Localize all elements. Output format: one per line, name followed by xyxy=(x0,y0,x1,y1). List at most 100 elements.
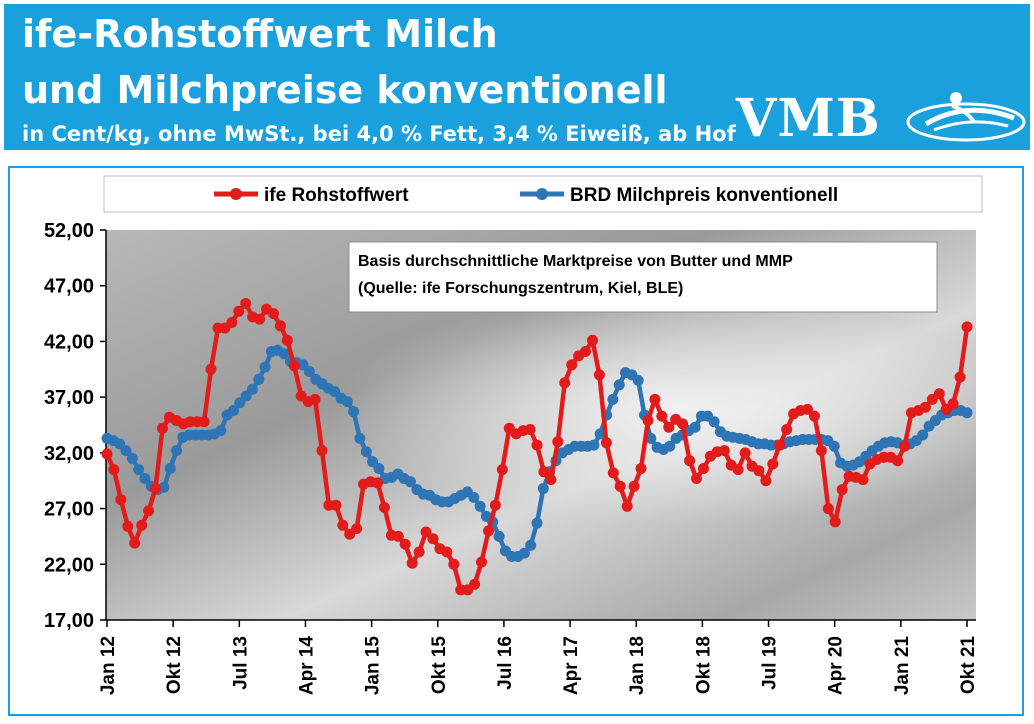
data-point xyxy=(448,558,460,570)
series-ife-rohstoffwert xyxy=(101,298,973,596)
y-tick-label: 17,00 xyxy=(44,610,94,632)
annotation-box: Basis durchschnittliche Marktpreise von … xyxy=(348,241,938,313)
data-point xyxy=(664,440,676,452)
x-tick-label: Jul 19 xyxy=(760,636,781,690)
data-point xyxy=(684,455,696,467)
data-point xyxy=(739,447,751,459)
data-point xyxy=(828,440,840,452)
data-point xyxy=(531,439,543,451)
legend-item-red: ife Rohstoffwert xyxy=(214,185,409,206)
data-point xyxy=(309,393,321,405)
data-point xyxy=(621,500,633,512)
data-point xyxy=(947,398,959,410)
data-point xyxy=(198,416,210,428)
data-point xyxy=(649,393,661,405)
data-point xyxy=(139,473,151,484)
data-point xyxy=(689,421,701,433)
data-point xyxy=(469,578,481,590)
y-tick-label: 32,00 xyxy=(44,443,94,465)
data-point xyxy=(600,437,612,449)
data-point xyxy=(392,530,404,542)
data-point xyxy=(420,526,432,538)
data-point xyxy=(538,466,550,478)
data-point xyxy=(552,436,564,448)
data-point xyxy=(815,445,827,457)
data-point xyxy=(698,463,709,474)
data-point xyxy=(205,363,217,375)
data-point xyxy=(228,405,239,416)
data-point xyxy=(120,445,132,457)
data-point xyxy=(246,383,258,395)
data-point xyxy=(136,519,148,531)
plot-background-highlight xyxy=(260,290,1020,550)
data-point xyxy=(588,439,600,451)
data-point xyxy=(278,348,290,360)
data-point xyxy=(427,533,439,545)
data-point xyxy=(226,317,238,328)
data-point xyxy=(917,429,929,441)
data-point xyxy=(708,416,720,428)
data-point xyxy=(836,484,848,496)
annotation-line-1: Basis durchschnittliche Marktpreise von … xyxy=(358,253,793,270)
data-point xyxy=(656,410,668,422)
data-point xyxy=(330,499,342,511)
data-point xyxy=(767,458,779,470)
data-point xyxy=(164,463,176,474)
y-tick-label: 22,00 xyxy=(44,554,94,576)
x-tick-label: Jan 21 xyxy=(892,636,913,696)
legend: ife Rohstoffwert BRD Milchpreis konventi… xyxy=(103,175,983,213)
data-point xyxy=(587,334,598,346)
data-point xyxy=(337,519,349,531)
data-point xyxy=(468,491,480,503)
data-point xyxy=(122,520,134,532)
data-point xyxy=(157,422,168,434)
data-point xyxy=(254,313,266,325)
data-point xyxy=(642,415,654,426)
data-point xyxy=(341,396,353,408)
data-point xyxy=(233,305,245,317)
data-point xyxy=(691,473,702,484)
data-point xyxy=(489,499,501,511)
data-point xyxy=(274,320,286,332)
data-point xyxy=(961,407,973,419)
data-point xyxy=(413,546,425,558)
y-tick-label: 42,00 xyxy=(44,331,94,353)
data-point xyxy=(531,517,543,529)
data-point xyxy=(281,334,293,346)
data-point xyxy=(802,403,813,415)
data-point xyxy=(303,366,315,377)
data-point xyxy=(580,346,591,357)
subtitle: in Cent/kg, ohne MwSt., bei 4,0 % Fett, … xyxy=(22,122,736,146)
title-line-1: ife-Rohstoffwert Milch xyxy=(22,12,498,56)
data-point xyxy=(677,418,689,430)
data-point xyxy=(253,373,265,385)
y-tick-label: 52,00 xyxy=(44,220,94,242)
data-point xyxy=(613,379,625,391)
data-point xyxy=(607,393,619,405)
title-line-2: und Milchpreise konventionell xyxy=(22,68,668,112)
x-tick-label: Jul 13 xyxy=(230,636,251,690)
data-point xyxy=(351,523,363,535)
logo-text: VMB xyxy=(736,88,881,149)
x-tick-label: Apr 17 xyxy=(561,636,582,695)
data-point xyxy=(663,421,675,433)
y-tick-label: 47,00 xyxy=(44,276,94,298)
y-tick-label: 37,00 xyxy=(44,387,94,409)
data-point xyxy=(476,556,487,568)
data-point xyxy=(143,505,155,517)
x-tick-label: Jan 12 xyxy=(98,636,119,695)
data-point xyxy=(399,538,411,550)
logo-swoosh-icon xyxy=(906,92,1026,142)
data-point xyxy=(781,424,793,435)
data-point xyxy=(378,502,390,513)
data-point xyxy=(493,530,505,542)
data-point xyxy=(961,321,973,333)
legend-item-blue: BRD Milchpreis konventionell xyxy=(520,185,838,206)
data-point xyxy=(101,448,113,460)
data-point xyxy=(215,425,227,437)
data-point xyxy=(405,476,416,488)
data-point xyxy=(732,464,744,476)
data-point xyxy=(753,465,765,477)
x-tick-label: Okt 21 xyxy=(958,636,979,695)
